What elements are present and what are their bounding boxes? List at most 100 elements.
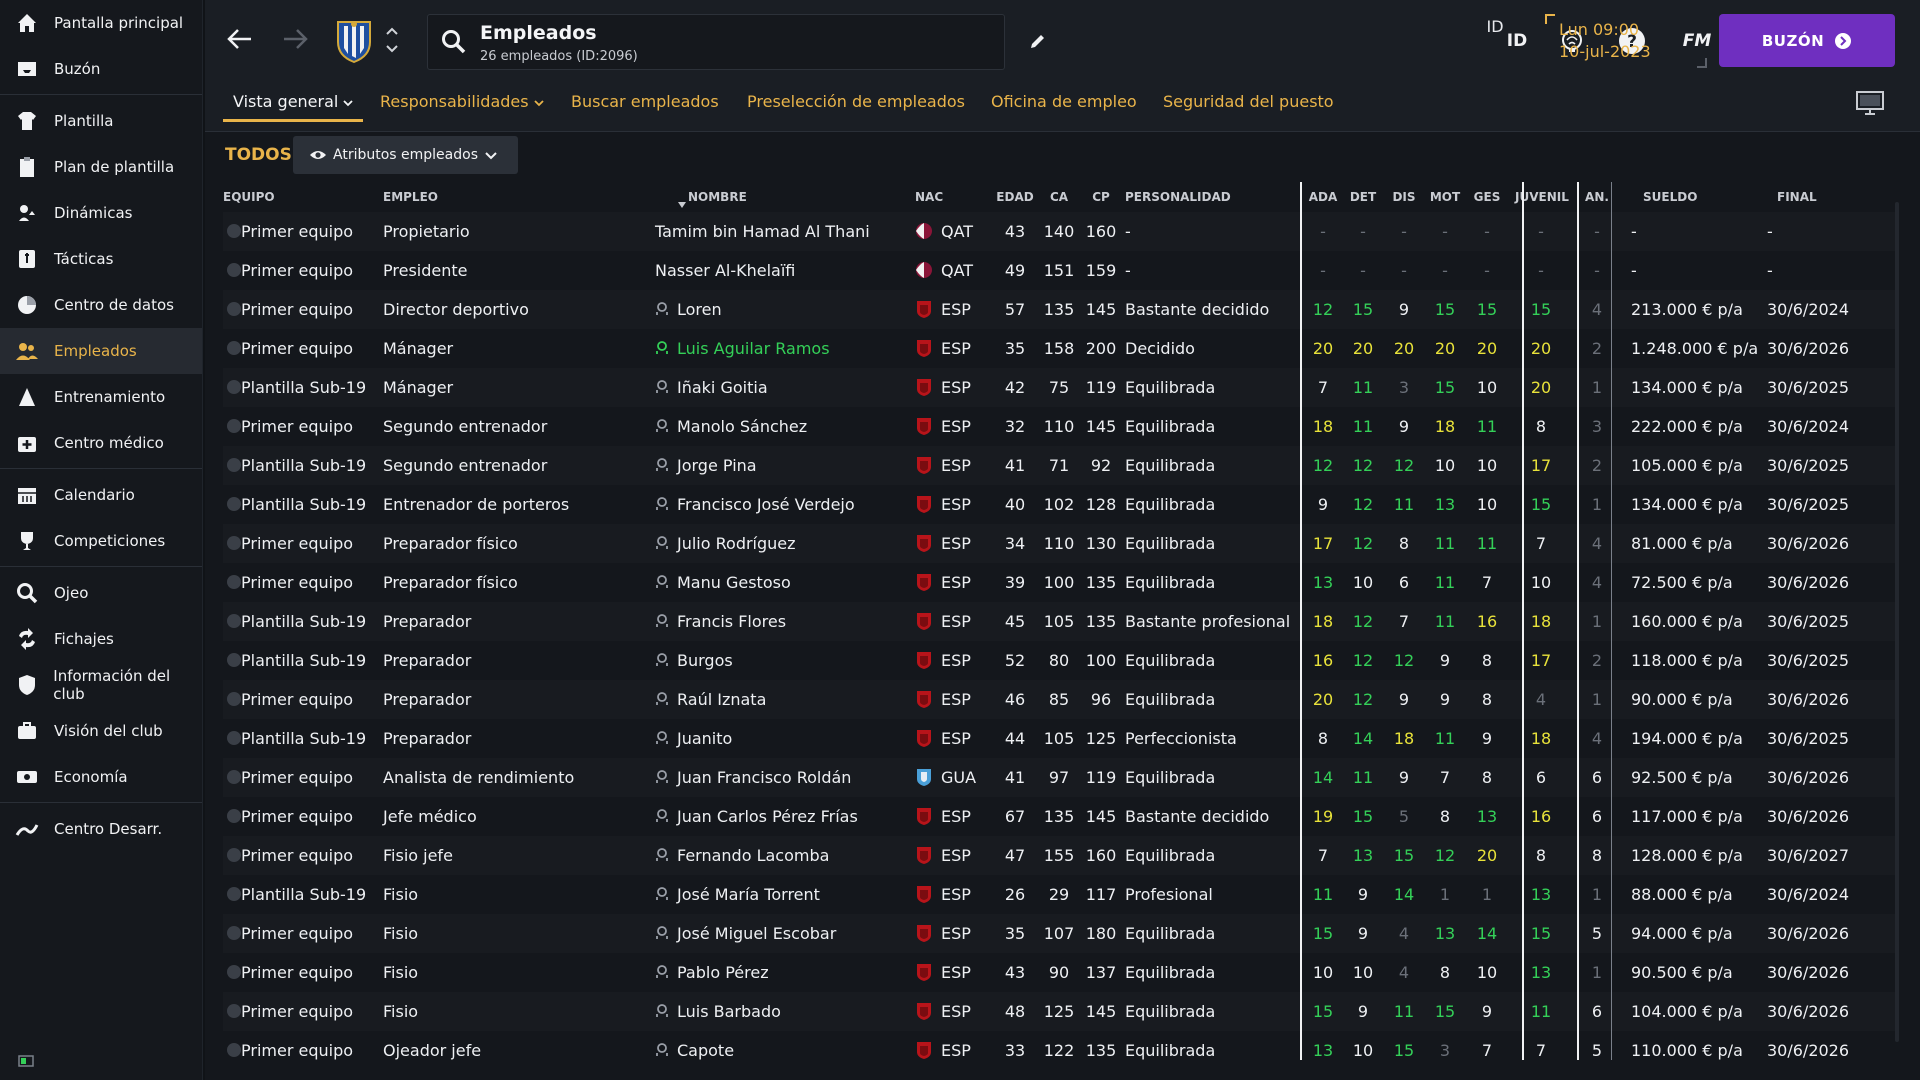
table-row[interactable]: Primer equipo Director deportivo Loren ESP 5…: [223, 290, 1895, 329]
sidebar-item-tácticas[interactable]: Tácticas: [0, 236, 202, 282]
table-row[interactable]: Primer equipo Fisio Pablo Pérez ESP 43 90 137 E…: [223, 953, 1895, 992]
column-header-nombre[interactable]: NOMBRE: [688, 190, 747, 204]
staff-name-cell[interactable]: Jorge Pina: [655, 446, 915, 485]
table-row[interactable]: Primer equipo Preparador físico Manu Gesto…: [223, 563, 1895, 602]
row-select-checkbox[interactable]: [227, 341, 241, 355]
row-select-checkbox[interactable]: [227, 263, 241, 277]
cell-equipo[interactable]: Primer equipo: [241, 924, 354, 943]
cell-equipo[interactable]: Primer equipo: [241, 222, 354, 241]
staff-name[interactable]: Julio Rodríguez: [677, 534, 796, 553]
row-select-checkbox[interactable]: [227, 692, 241, 706]
cell-equipo[interactable]: Primer equipo: [241, 690, 354, 709]
staff-name[interactable]: Capote: [677, 1041, 735, 1060]
column-header-mot[interactable]: MOT: [1429, 190, 1461, 204]
row-select-checkbox[interactable]: [227, 887, 241, 901]
game-date[interactable]: Lun 09:00 10-jul-2023: [1545, 14, 1707, 68]
cell-equipo[interactable]: Plantilla Sub-19: [241, 495, 367, 514]
column-header-nac[interactable]: NAC: [915, 190, 944, 204]
staff-name-cell[interactable]: Manu Gestoso: [655, 563, 915, 602]
forward-button[interactable]: [280, 24, 310, 54]
table-row[interactable]: Primer equipo Fisio Luis Barbado ESP 48 125 14…: [223, 992, 1895, 1031]
continue-inbox-button[interactable]: BUZÓN: [1719, 14, 1895, 67]
column-header-personalidad[interactable]: PERSONALIDAD: [1125, 190, 1231, 204]
staff-name-cell[interactable]: Manolo Sánchez: [655, 407, 915, 446]
staff-name-cell[interactable]: Iñaki Goitia: [655, 368, 915, 407]
staff-name[interactable]: Fernando Lacomba: [677, 846, 830, 865]
column-header-cp[interactable]: CP: [1092, 190, 1110, 204]
table-row[interactable]: Primer equipo Mánager Luis Aguilar Ramos ES…: [223, 329, 1895, 368]
tab-oficina-empleo[interactable]: Oficina de empleo: [991, 92, 1137, 111]
staff-name-cell[interactable]: Raúl Iznata: [655, 680, 915, 719]
cell-equipo[interactable]: Primer equipo: [241, 768, 354, 787]
column-header-edad[interactable]: EDAD: [996, 190, 1034, 204]
staff-name[interactable]: Raúl Iznata: [677, 690, 767, 709]
column-header-sueldo[interactable]: SUELDO: [1643, 190, 1698, 204]
staff-name[interactable]: Jorge Pina: [677, 456, 757, 475]
staff-name[interactable]: Burgos: [677, 651, 733, 670]
column-header-ada[interactable]: ADA: [1308, 190, 1338, 204]
edit-button[interactable]: [1023, 26, 1053, 56]
table-row[interactable]: Primer equipo Analista de rendimiento Juan…: [223, 758, 1895, 797]
table-row[interactable]: Plantilla Sub-19 Mánager Iñaki Goitia ESP 42…: [223, 368, 1895, 407]
staff-name-cell[interactable]: Juan Carlos Pérez Frías: [655, 797, 915, 836]
staff-name[interactable]: Tamim bin Hamad Al Thani: [655, 222, 870, 241]
staff-name[interactable]: Francisco José Verdejo: [677, 495, 855, 514]
staff-name[interactable]: Manu Gestoso: [677, 573, 791, 592]
scrollbar[interactable]: [1895, 202, 1899, 1042]
sidebar-item-ojeo[interactable]: Ojeo: [0, 570, 202, 616]
staff-name[interactable]: Loren: [677, 300, 722, 319]
help-button[interactable]: ?: [1617, 26, 1647, 56]
row-select-checkbox[interactable]: [227, 731, 241, 745]
staff-name-cell[interactable]: José María Torrent: [655, 875, 915, 914]
staff-name-cell[interactable]: Juanito: [655, 719, 915, 758]
sidebar-item-centro-de-datos[interactable]: Centro de datos: [0, 282, 202, 328]
table-row[interactable]: Primer equipo Fisio José Miguel Escobar ESP…: [223, 914, 1895, 953]
staff-name-cell[interactable]: Luis Barbado: [655, 992, 915, 1031]
row-select-checkbox[interactable]: [227, 419, 241, 433]
sidebar-item-información-del-club[interactable]: Información del club: [0, 662, 202, 708]
staff-name-cell[interactable]: Capote: [655, 1031, 915, 1070]
staff-name-cell[interactable]: Julio Rodríguez: [655, 524, 915, 563]
cell-equipo[interactable]: Plantilla Sub-19: [241, 378, 367, 397]
sidebar-item-buzón[interactable]: Buzón: [0, 46, 202, 92]
staff-name[interactable]: Manolo Sánchez: [677, 417, 808, 436]
sidebar-item-economía[interactable]: Economía: [0, 754, 202, 800]
cell-equipo[interactable]: Plantilla Sub-19: [241, 456, 367, 475]
row-select-checkbox[interactable]: [227, 458, 241, 472]
staff-name-cell[interactable]: Tamim bin Hamad Al Thani: [655, 212, 915, 251]
cell-equipo[interactable]: Primer equipo: [241, 534, 354, 553]
sidebar-item-competiciones[interactable]: Competiciones: [0, 518, 202, 564]
row-select-checkbox[interactable]: [227, 536, 241, 550]
row-select-checkbox[interactable]: [227, 926, 241, 940]
staff-name-cell[interactable]: Juan Francisco Roldán: [655, 758, 915, 797]
display-mode-button[interactable]: [1855, 90, 1889, 120]
club-switch-button[interactable]: [383, 22, 401, 58]
back-button[interactable]: [225, 24, 255, 54]
tab-vista-general[interactable]: Vista general: [223, 92, 364, 122]
staff-name-cell[interactable]: Fernando Lacomba: [655, 836, 915, 875]
staff-name[interactable]: Iñaki Goitia: [677, 378, 768, 397]
cell-equipo[interactable]: Plantilla Sub-19: [241, 885, 367, 904]
sidebar-item-centro-desarr-[interactable]: Centro Desarr.: [0, 806, 202, 852]
table-row[interactable]: Plantilla Sub-19 Preparador Burgos ESP 52 80 1…: [223, 641, 1895, 680]
column-header-det[interactable]: DET: [1349, 190, 1377, 204]
head-button[interactable]: [1557, 26, 1587, 56]
staff-name-cell[interactable]: Francisco José Verdejo: [655, 485, 915, 524]
table-row[interactable]: Plantilla Sub-19 Entrenador de porteros Fr…: [223, 485, 1895, 524]
cell-equipo[interactable]: Primer equipo: [241, 300, 354, 319]
staff-name-cell[interactable]: Loren: [655, 290, 915, 329]
table-row[interactable]: Primer equipo Preparador Raúl Iznata ESP 46 8…: [223, 680, 1895, 719]
cell-equipo[interactable]: Primer equipo: [241, 1041, 354, 1060]
table-row[interactable]: Primer equipo Fisio jefe Fernando Lacomba E…: [223, 836, 1895, 875]
column-header-ca[interactable]: CA: [1049, 190, 1069, 204]
staff-name[interactable]: Pablo Pérez: [677, 963, 769, 982]
staff-name[interactable]: Juanito: [677, 729, 733, 748]
staff-name[interactable]: Juan Francisco Roldán: [677, 768, 852, 787]
table-row[interactable]: Plantilla Sub-19 Segundo entrenador Jorge …: [223, 446, 1895, 485]
tab-preseleccion[interactable]: Preselección de empleados: [747, 92, 966, 111]
cell-equipo[interactable]: Primer equipo: [241, 417, 354, 436]
column-header-dis[interactable]: DIS: [1392, 190, 1416, 204]
staff-name[interactable]: José María Torrent: [677, 885, 820, 904]
fm-menu-button[interactable]: FM: [1682, 31, 1712, 51]
row-select-checkbox[interactable]: [227, 848, 241, 862]
